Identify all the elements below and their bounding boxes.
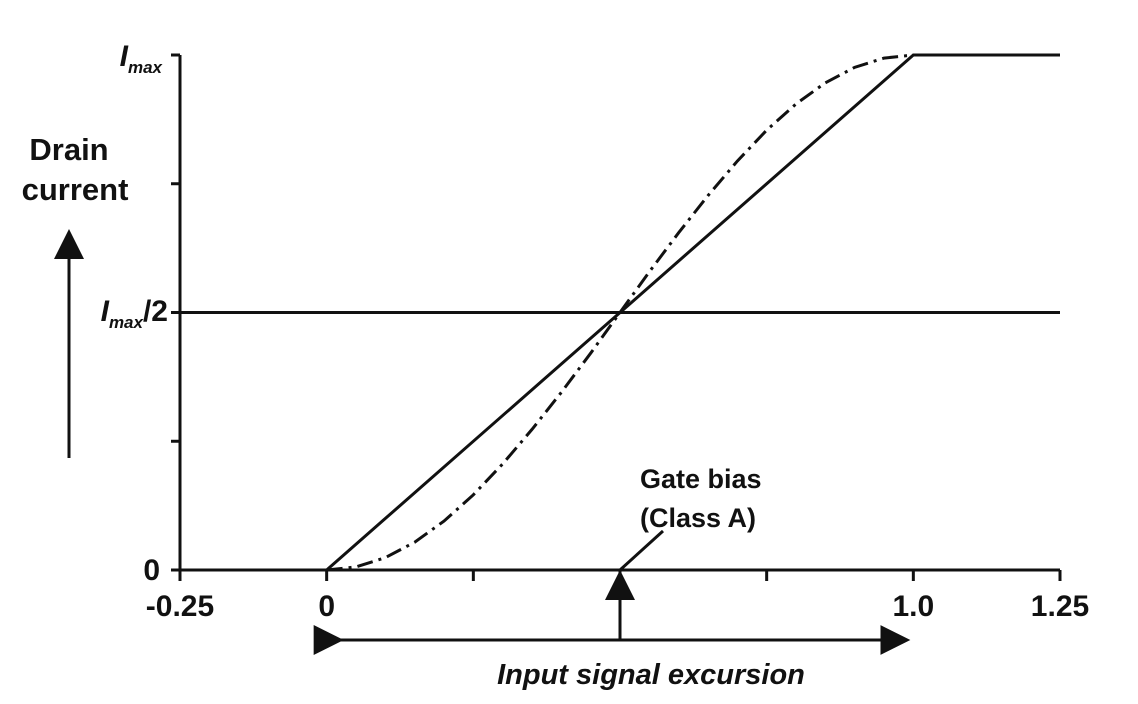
annotation-leader-line: [618, 529, 665, 572]
x-tick-label-3: 1.25: [1031, 590, 1089, 623]
y-tick-label-max: Imax: [120, 40, 164, 77]
y-half-suffix: /2: [143, 295, 168, 328]
y-half-main: I: [101, 295, 110, 328]
y-axis-label-line1: Drain: [29, 132, 108, 167]
y-axis-label-line2: current: [22, 172, 129, 207]
y-half-sub: max: [109, 313, 145, 332]
y-max-sub: max: [128, 58, 164, 77]
annotation-line2: (Class A): [640, 503, 756, 533]
x-axis-label: Input signal excursion: [497, 659, 805, 691]
x-tick-label-2: 1.0: [892, 590, 934, 623]
y-ticks: [171, 53, 180, 572]
y-max-main: I: [120, 40, 129, 73]
x-tick-labels: -0.25 0 1.0 1.25: [146, 590, 1089, 623]
series-dash-dot-transfer: [326, 53, 914, 572]
x-tick-label-1: 0: [318, 590, 335, 623]
y-tick-label-half: Imax/2: [101, 295, 168, 332]
annotation-line1: Gate bias: [640, 464, 762, 494]
y-tick-label-zero: 0: [143, 554, 160, 587]
x-tick-label-0: -0.25: [146, 590, 214, 623]
